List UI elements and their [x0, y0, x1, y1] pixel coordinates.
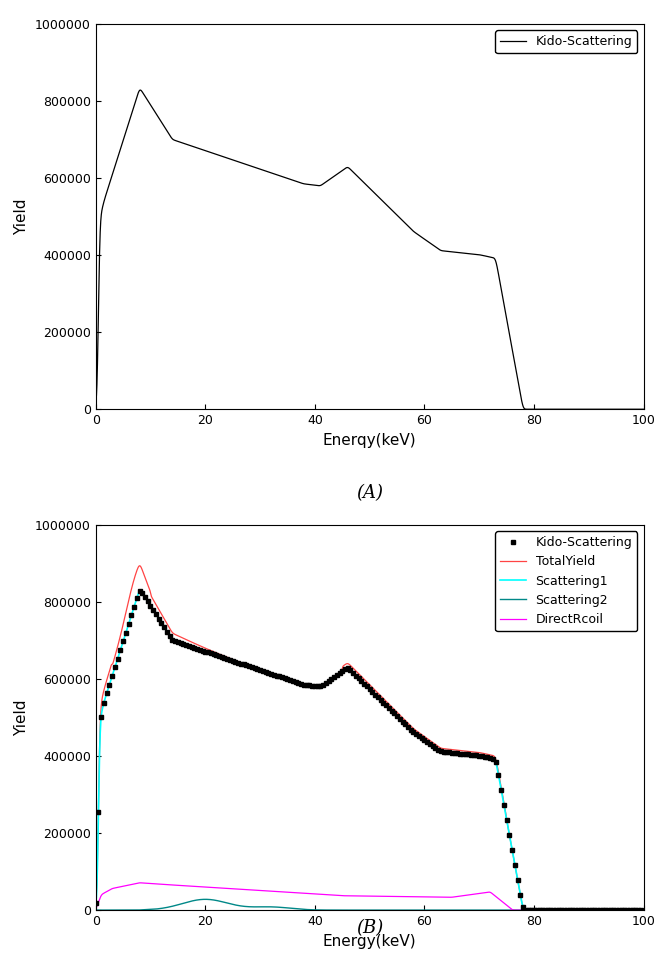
Scattering2 [301, 903, 309, 915]
TotalYield [500, 800, 508, 811]
Kido-Scattering [500, 302, 508, 313]
Line: Scattering2: Scattering2 [96, 900, 644, 910]
DirectRcoil [301, 888, 309, 900]
TotalYield [640, 904, 647, 916]
Scattering1 [448, 747, 456, 759]
Scattering1 [640, 904, 647, 916]
Kido-Scattering [420, 234, 428, 245]
Line: Kido-Scattering: Kido-Scattering [94, 589, 645, 912]
Scattering2 [543, 904, 550, 916]
DirectRcoil [137, 878, 145, 889]
Scattering2 [448, 904, 456, 916]
Kido-Scattering [500, 803, 508, 814]
Kido-Scattering [640, 904, 647, 916]
Kido-Scattering [137, 84, 145, 96]
Line: DirectRcoil: DirectRcoil [96, 883, 644, 910]
Line: Kido-Scattering: Kido-Scattering [96, 90, 644, 409]
Kido-Scattering [92, 397, 100, 408]
Scattering1 [500, 803, 508, 814]
DirectRcoil [543, 904, 550, 916]
Scattering1 [92, 898, 100, 909]
TotalYield [301, 679, 309, 691]
Kido-Scattering [640, 403, 647, 415]
Scattering2 [191, 895, 199, 906]
DirectRcoil [448, 892, 456, 903]
Y-axis label: Yield: Yield [15, 699, 30, 736]
Kido-Scattering [191, 142, 199, 153]
TotalYield [92, 894, 100, 905]
Kido-Scattering [524, 403, 532, 415]
X-axis label: Energy(keV): Energy(keV) [323, 933, 416, 948]
Legend: Kido-Scattering, TotalYield, Scattering1, Scattering2, DirectRcoil: Kido-Scattering, TotalYield, Scattering1… [496, 531, 638, 631]
Scattering1 [543, 904, 550, 916]
DirectRcoil [92, 902, 100, 914]
DirectRcoil [640, 904, 647, 916]
Kido-Scattering [301, 679, 309, 691]
Scattering1 [191, 643, 199, 654]
DirectRcoil [513, 904, 521, 916]
TotalYield [527, 904, 535, 916]
TotalYield [543, 904, 550, 916]
DirectRcoil [500, 898, 508, 909]
Line: Scattering1: Scattering1 [96, 591, 644, 910]
Kido-Scattering [524, 904, 532, 916]
Scattering1 [420, 734, 428, 745]
Text: (B): (B) [356, 919, 383, 937]
Scattering2 [201, 894, 209, 905]
Scattering1 [137, 585, 145, 597]
Scattering2 [640, 904, 647, 916]
DirectRcoil [420, 891, 428, 902]
Kido-Scattering [448, 747, 456, 759]
Kido-Scattering [137, 585, 145, 597]
Kido-Scattering [92, 898, 100, 909]
TotalYield [191, 638, 199, 650]
Kido-Scattering [543, 904, 550, 916]
Line: TotalYield: TotalYield [96, 566, 644, 910]
Text: (A): (A) [356, 484, 383, 502]
Scattering1 [524, 904, 532, 916]
TotalYield [136, 560, 144, 572]
X-axis label: Enerqy(keV): Enerqy(keV) [323, 433, 416, 447]
Kido-Scattering [420, 734, 428, 745]
Kido-Scattering [301, 178, 309, 190]
DirectRcoil [191, 880, 199, 892]
TotalYield [448, 743, 456, 755]
Kido-Scattering [448, 246, 456, 258]
TotalYield [420, 731, 428, 742]
Kido-Scattering [543, 403, 550, 415]
Scattering2 [420, 904, 428, 916]
Scattering2 [500, 904, 508, 916]
Scattering2 [92, 904, 100, 916]
Scattering1 [301, 679, 309, 691]
Y-axis label: Yield: Yield [15, 198, 30, 235]
Kido-Scattering [191, 643, 199, 654]
Legend: Kido-Scattering: Kido-Scattering [496, 31, 638, 54]
